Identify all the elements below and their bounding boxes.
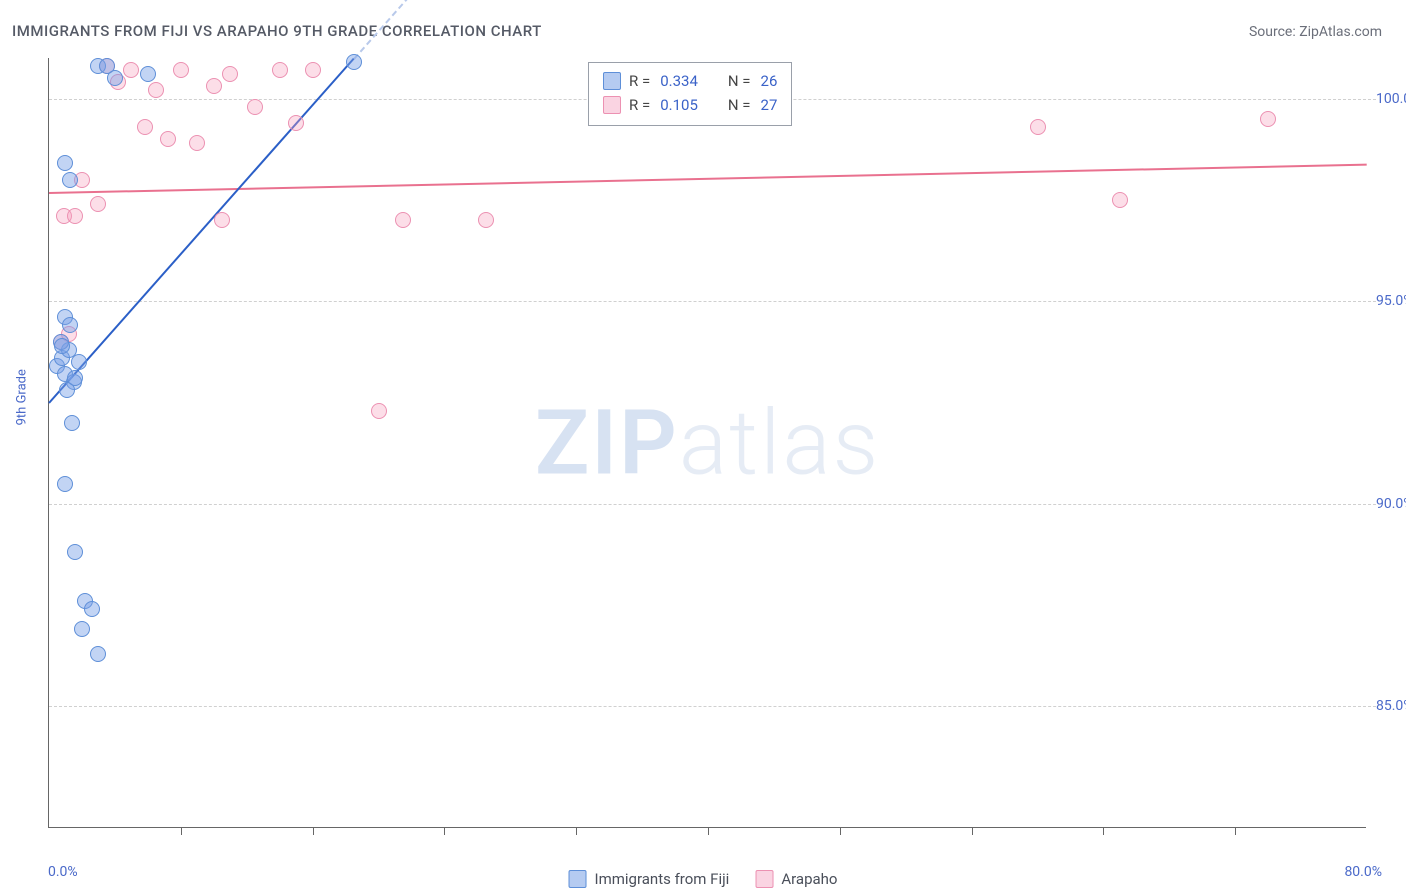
data-point — [288, 115, 304, 131]
data-point — [71, 354, 87, 370]
data-point — [84, 601, 100, 617]
legend-swatch — [755, 870, 773, 888]
legend-r-label: R = — [629, 69, 650, 93]
y-tick-label: 100.0% — [1376, 91, 1406, 107]
data-point — [64, 415, 80, 431]
legend-row: R = 0.334 N = 26 — [603, 69, 777, 93]
data-point — [214, 212, 230, 228]
legend-r-label: R = — [629, 93, 650, 117]
data-point — [222, 66, 238, 82]
source-label: Source: ZipAtlas.com — [1249, 24, 1382, 40]
data-point — [62, 317, 78, 333]
data-point — [54, 338, 70, 354]
gridline-h — [49, 301, 1376, 302]
watermark-bold: ZIP — [535, 390, 679, 495]
gridline-h — [49, 504, 1376, 505]
data-point — [247, 99, 263, 115]
data-point — [57, 476, 73, 492]
data-point — [137, 119, 153, 135]
y-axis-label: 9th Grade — [15, 369, 30, 425]
legend-n-label: N = — [728, 93, 751, 117]
data-point — [74, 621, 90, 637]
data-point — [346, 54, 362, 70]
data-point — [62, 172, 78, 188]
data-point — [272, 62, 288, 78]
data-point — [90, 196, 106, 212]
data-point — [1112, 192, 1128, 208]
plot-area: ZIPatlas 85.0%90.0%95.0%100.0% — [48, 58, 1366, 828]
data-point — [478, 212, 494, 228]
data-point — [140, 66, 156, 82]
gridline-h — [49, 706, 1376, 707]
x-tick — [181, 827, 182, 835]
x-tick — [972, 827, 973, 835]
legend-r-value: 0.105 — [660, 93, 698, 117]
data-point — [67, 544, 83, 560]
y-tick-label: 95.0% — [1376, 293, 1406, 309]
data-point — [206, 78, 222, 94]
x-tick — [313, 827, 314, 835]
data-point — [107, 70, 123, 86]
y-tick-label: 85.0% — [1376, 698, 1406, 714]
chart-title: IMMIGRANTS FROM FIJI VS ARAPAHO 9TH GRAD… — [12, 22, 542, 40]
x-tick — [444, 827, 445, 835]
legend-r-value: 0.334 — [660, 69, 698, 93]
x-tick — [840, 827, 841, 835]
watermark-light: atlas — [679, 390, 880, 495]
data-point — [160, 131, 176, 147]
data-point — [148, 82, 164, 98]
data-point — [90, 646, 106, 662]
x-min-label: 0.0% — [48, 864, 78, 880]
x-tick — [708, 827, 709, 835]
x-tick — [1103, 827, 1104, 835]
legend-item: Arapaho — [755, 870, 837, 888]
x-tick — [1235, 827, 1236, 835]
data-point — [305, 62, 321, 78]
x-tick — [576, 827, 577, 835]
watermark: ZIPatlas — [535, 390, 880, 495]
data-point — [371, 403, 387, 419]
trendline — [48, 58, 354, 404]
legend-row: R = 0.105 N = 27 — [603, 93, 777, 117]
legend-label: Arapaho — [781, 870, 837, 888]
data-point — [1260, 111, 1276, 127]
legend-swatch — [603, 96, 621, 114]
legend-n-value: 26 — [761, 69, 778, 93]
y-tick-label: 90.0% — [1376, 496, 1406, 512]
legend-n-label: N = — [728, 69, 751, 93]
data-point — [395, 212, 411, 228]
legend-label: Immigrants from Fiji — [595, 870, 730, 888]
data-point — [57, 155, 73, 171]
data-point — [1030, 119, 1046, 135]
legend-swatch — [569, 870, 587, 888]
correlation-legend: R = 0.334 N = 26 R = 0.105 N = 27 — [588, 62, 792, 126]
data-point — [123, 62, 139, 78]
data-point — [67, 208, 83, 224]
legend-item: Immigrants from Fiji — [569, 870, 730, 888]
x-max-label: 80.0% — [1344, 864, 1382, 880]
data-point — [173, 62, 189, 78]
series-legend: Immigrants from Fiji Arapaho — [569, 870, 838, 888]
data-point — [67, 370, 83, 386]
legend-n-value: 27 — [761, 93, 778, 117]
data-point — [189, 135, 205, 151]
legend-swatch — [603, 72, 621, 90]
